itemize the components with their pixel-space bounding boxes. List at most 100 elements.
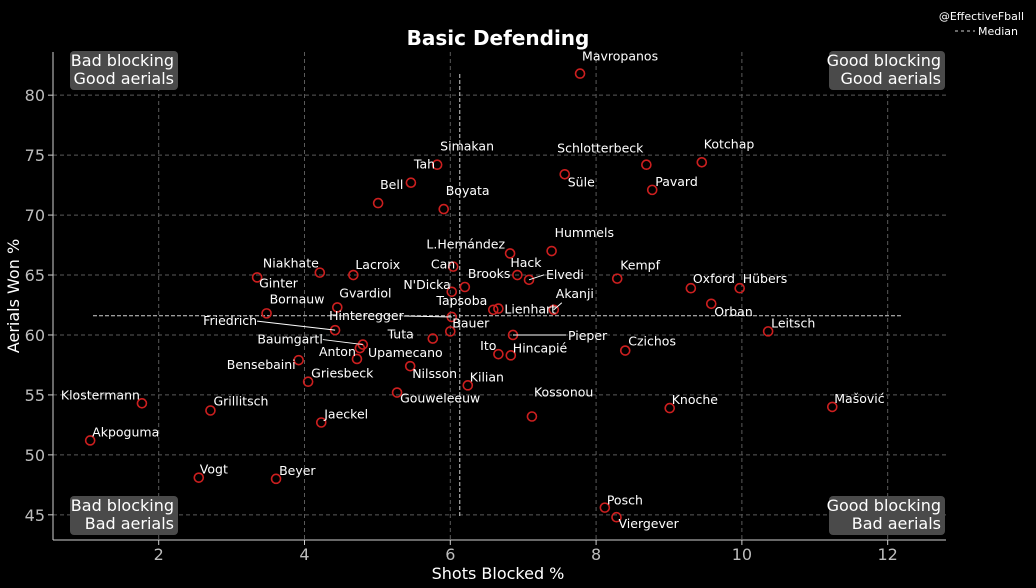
point-akpoguma	[84, 435, 96, 446]
data-points	[84, 68, 838, 523]
label-hincapie: Hincapié	[513, 340, 568, 355]
label-grillitsch: Grillitsch	[213, 394, 268, 409]
label-boyata: Boyata	[446, 183, 490, 198]
label-lacroix: Lacroix	[355, 257, 400, 272]
label-schlotterbeck: Schlotterbeck	[557, 141, 644, 156]
label-gouweleeuw: Gouweleeuw	[400, 391, 480, 406]
label-leader-friedrich	[257, 320, 336, 331]
point-simakan	[431, 159, 443, 171]
point-oxford	[685, 282, 697, 294]
legend-median-label: Median	[978, 25, 1018, 38]
label-ginter: Ginter	[259, 275, 299, 290]
point-lacroix	[348, 269, 359, 281]
quadrant-top-right-line1: Good blocking	[827, 51, 941, 70]
x-tick-label: 2	[154, 545, 164, 564]
point-hubers	[734, 282, 745, 294]
quadrant-bottom-right-box	[829, 496, 945, 535]
point-pavard	[646, 184, 658, 196]
label-akanji: Akanji	[556, 286, 594, 301]
point-bornauw	[261, 308, 272, 319]
point-boyata	[438, 203, 450, 215]
point-kempf	[611, 273, 623, 284]
label-upamecano: Upamecano	[368, 345, 443, 360]
quadrant-top-right-line2: Good aerials	[841, 69, 941, 88]
x-axis-title: Shots Blocked %	[432, 564, 565, 583]
label-kempf: Kempf	[620, 258, 660, 273]
label-gvardiol: Gvardiol	[339, 285, 391, 300]
point-griesbeck	[302, 376, 314, 388]
point-kossonou	[526, 411, 538, 422]
label-friedrich: Friedrich	[203, 313, 257, 328]
point-l-hernandez	[504, 248, 516, 259]
y-axis-title: Aerials Won %	[4, 239, 23, 353]
quadrant-bottom-left-line2: Bad aerials	[85, 514, 174, 533]
x-tick-label: 6	[445, 545, 455, 564]
point-can	[447, 261, 459, 272]
label-brooks: Brooks	[468, 266, 511, 281]
point-ito	[493, 348, 504, 360]
label-bell: Bell	[380, 177, 403, 192]
point-knoche	[664, 402, 676, 414]
label-kossonou: Kossonou	[534, 385, 593, 400]
label-posch: Posch	[607, 493, 643, 508]
label-bauer: Bauer	[452, 315, 490, 330]
label-kotchap: Kotchap	[704, 136, 755, 151]
label-tapsoba: Tapsoba	[435, 293, 487, 308]
y-tick-label: 75	[25, 146, 45, 165]
quadrant-bottom-right-line2: Bad aerials	[852, 514, 941, 533]
quadrant-bottom-right: Good blocking Bad aerials	[827, 496, 945, 535]
point-n-dicka	[446, 286, 458, 298]
label-nilsson: Nilsson	[412, 366, 457, 381]
label-czichos: Czichos	[628, 334, 676, 349]
label-niakhate: Niakhate	[263, 256, 319, 271]
x-tick-label: 8	[591, 545, 601, 564]
point-hummels	[546, 245, 557, 257]
point-friedrich	[329, 324, 341, 336]
label-viergever: Viergever	[619, 516, 680, 531]
point-grillitsch	[205, 405, 216, 416]
quadrant-bottom-left-box	[70, 496, 178, 535]
point-lienhart	[493, 303, 504, 314]
label-leitsch: Leitsch	[771, 315, 815, 330]
label-leader-baumgartl	[322, 339, 363, 346]
y-tick-label: 50	[25, 446, 45, 465]
point-niakhate	[314, 267, 326, 278]
label-hack: Hack	[510, 255, 542, 270]
label-mavropanos: Mavropanos	[582, 49, 658, 64]
median-lines	[93, 74, 903, 517]
point-kilian	[462, 380, 474, 391]
label-n-dicka: N'Dicka	[403, 277, 450, 292]
label-can: Can	[431, 257, 455, 272]
label-elvedi: Elvedi	[546, 267, 584, 282]
label-leader-hinteregger	[403, 315, 452, 318]
label-hubers: Hübers	[743, 271, 788, 286]
label-leader-akanji	[553, 302, 563, 311]
point-orban	[705, 298, 717, 310]
point-bensebaini	[293, 354, 304, 366]
y-tick-label: 70	[25, 206, 45, 225]
label-knoche: Knoche	[672, 392, 719, 407]
point-nilsson	[404, 360, 416, 372]
y-ticks: 45 50 55 60 65 70 75 80	[25, 86, 53, 525]
point-schlotterbeck	[641, 159, 652, 171]
label-l-hernandez: L.Hernández	[426, 236, 505, 251]
quadrant-bottom-right-line1: Good blocking	[827, 496, 941, 515]
grid	[53, 52, 946, 540]
label-jaeckel: Jaeckel	[323, 406, 368, 421]
x-tick-label: 10	[732, 545, 752, 564]
label-oxford: Oxford	[693, 271, 735, 286]
label-bornauw: Bornauw	[270, 291, 325, 306]
point-bell	[372, 197, 384, 209]
y-tick-label: 55	[25, 386, 45, 405]
point-kotchap	[696, 157, 708, 168]
chart-title: Basic Defending	[407, 26, 590, 50]
point-ginter	[251, 272, 263, 283]
label-sule: Süle	[568, 174, 595, 189]
quadrant-top-left-line1: Bad blocking	[71, 51, 174, 70]
x-tick-label: 12	[878, 545, 898, 564]
label-hummels: Hummels	[555, 225, 614, 240]
quadrant-bottom-left-line1: Bad blocking	[71, 496, 174, 515]
label-beyer: Beyer	[279, 463, 316, 478]
label-ito: Ito	[480, 338, 496, 353]
point-viergever	[611, 511, 622, 523]
